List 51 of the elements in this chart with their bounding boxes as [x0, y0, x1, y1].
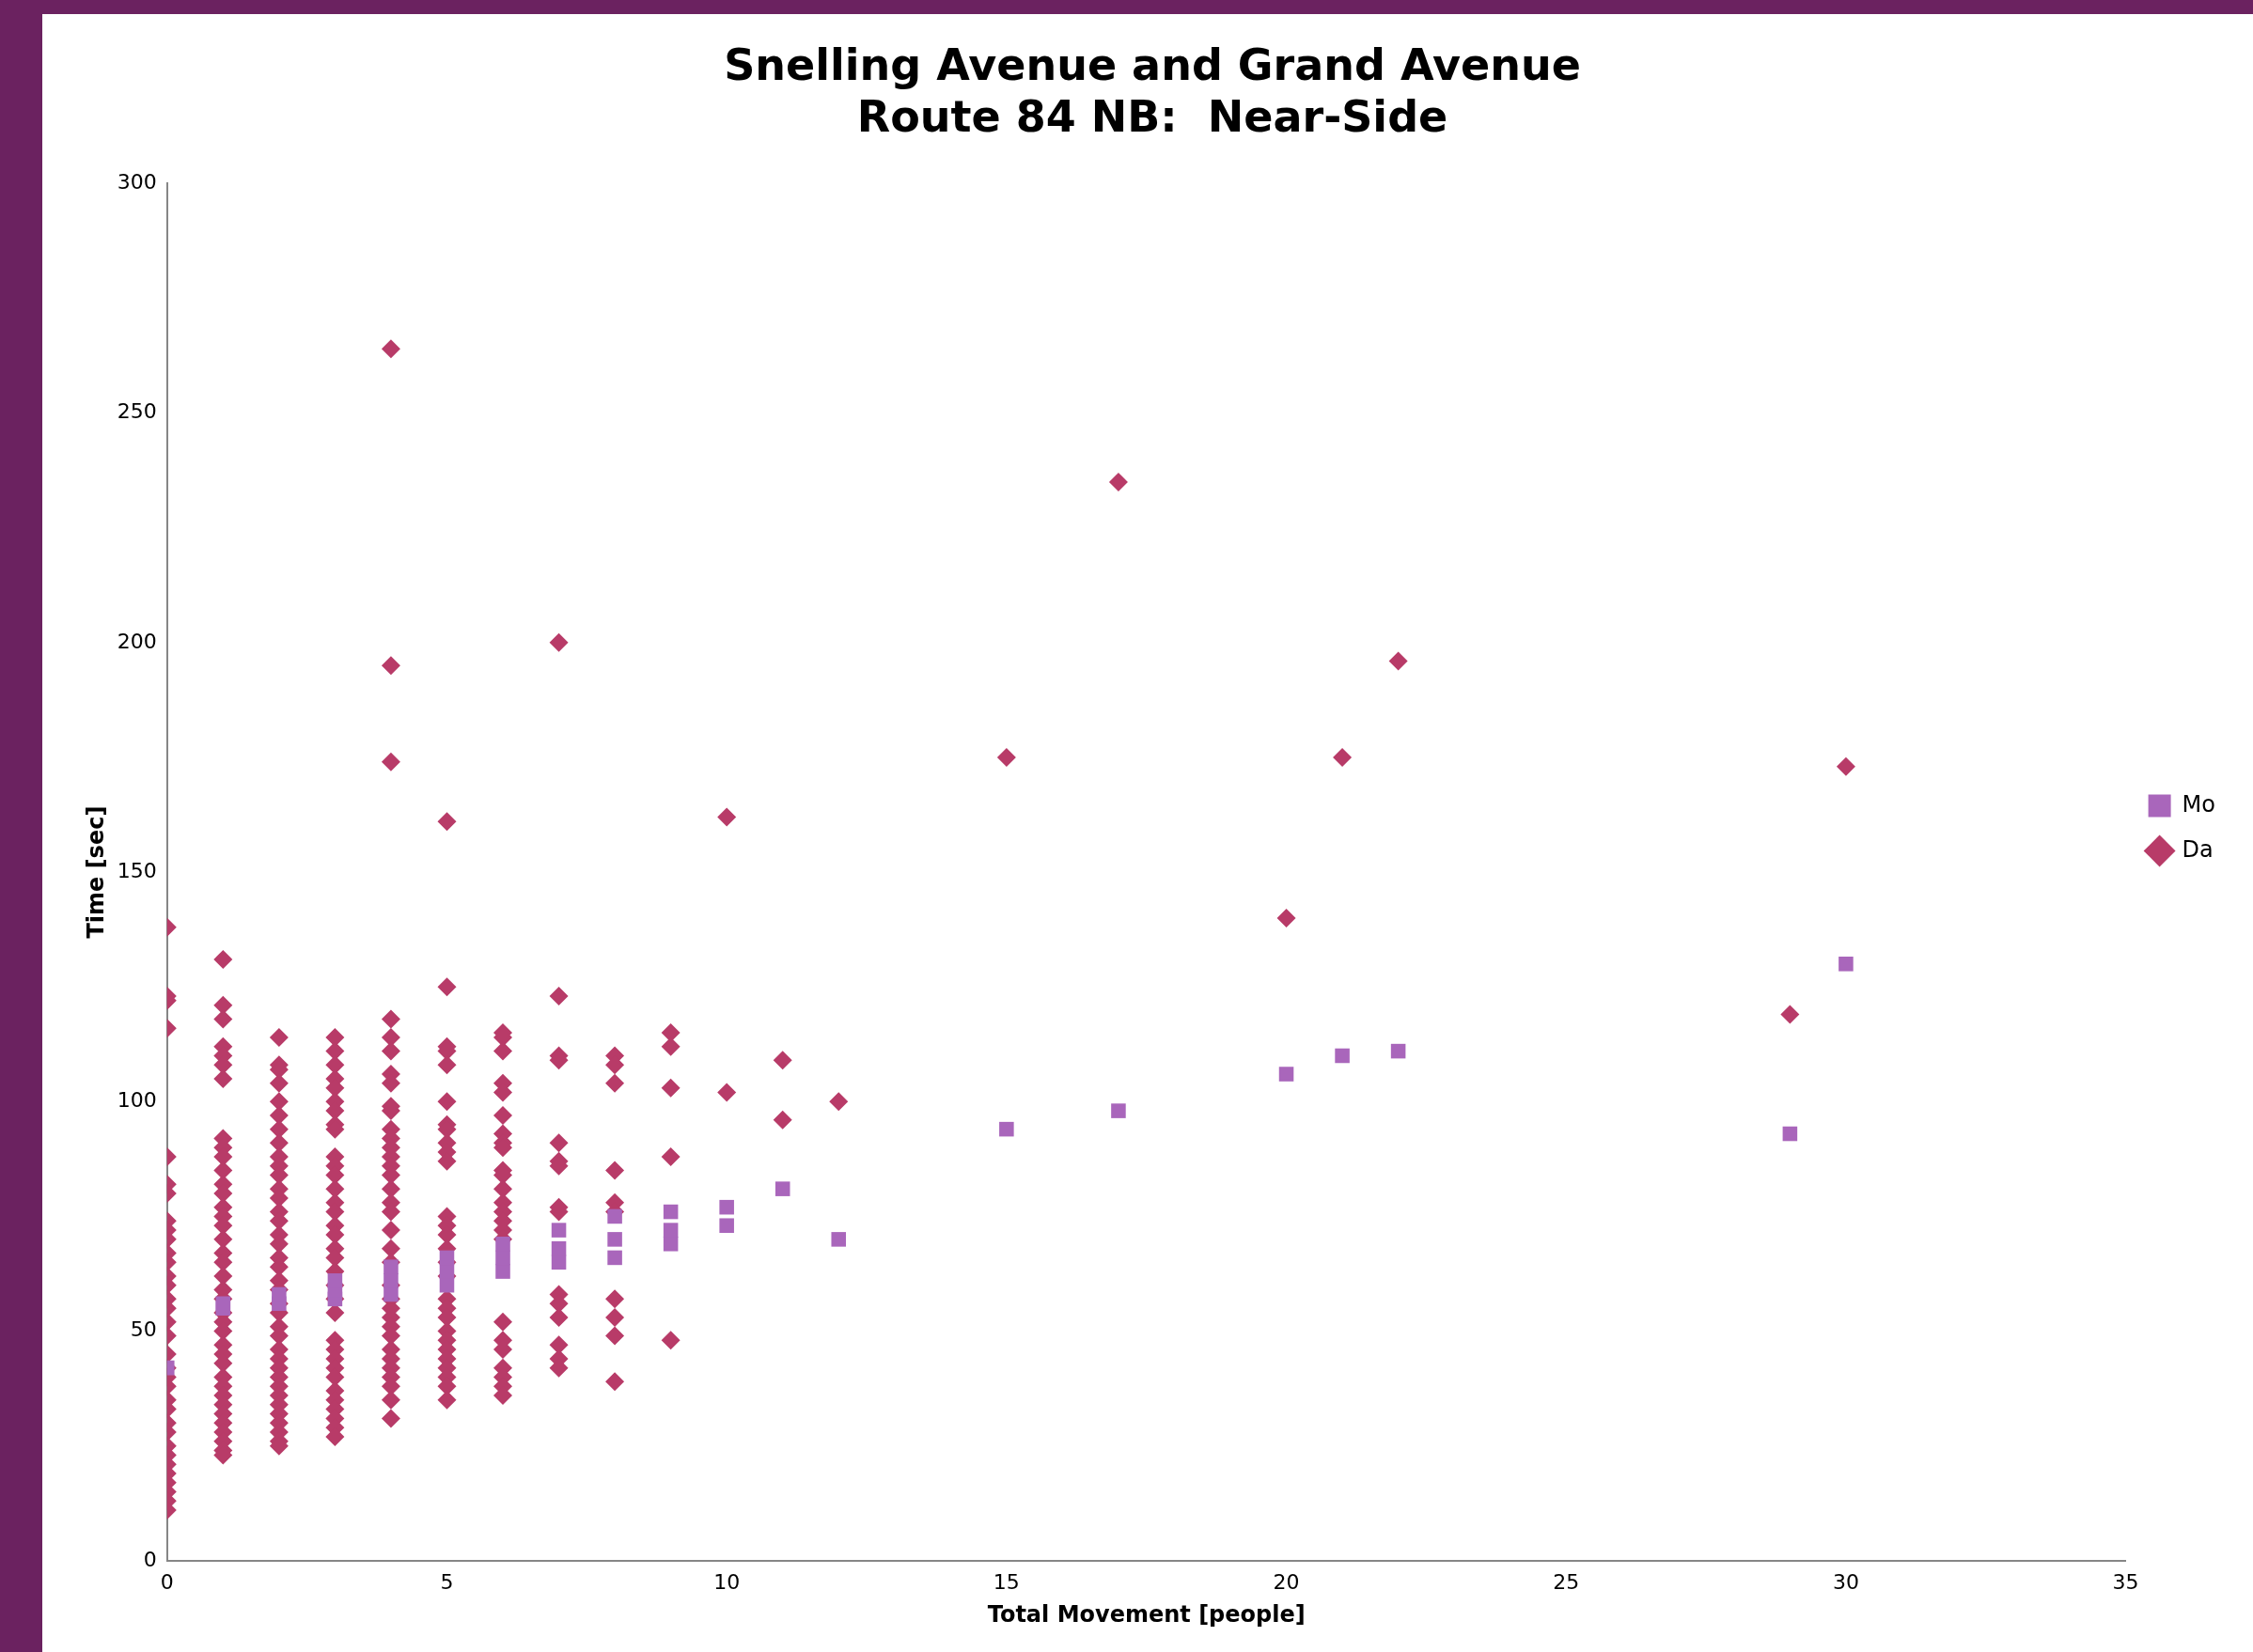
point: [607, 1232, 622, 1247]
point: [272, 1286, 287, 1302]
point: [551, 1255, 567, 1270]
point: [719, 1199, 734, 1215]
point: [1782, 1126, 1798, 1142]
point: [663, 1236, 679, 1252]
chart-title: Snelling Avenue and Grand Avenue Route 84 NB: Near-Side: [724, 39, 1581, 142]
point: [607, 1208, 622, 1224]
y-tick-label: 150: [117, 858, 157, 882]
y-tick-label: 200: [117, 629, 157, 653]
y-tick-label: 100: [117, 1088, 157, 1113]
point: [551, 1223, 567, 1238]
x-tick-label: 20: [1273, 1569, 1300, 1594]
point: [719, 1218, 734, 1233]
point: [439, 1250, 455, 1266]
point: [495, 1236, 510, 1252]
point: [327, 1273, 343, 1288]
x-tick-label: 10: [713, 1569, 741, 1594]
point: [495, 1250, 510, 1266]
x-tick-label: 30: [1832, 1569, 1859, 1594]
x-tick-label: 35: [2112, 1569, 2139, 1594]
legend-label: Mo: [2182, 790, 2215, 818]
point: [1838, 957, 1854, 972]
y-tick-label: 250: [117, 399, 157, 424]
point: [495, 1264, 510, 1279]
y-tick-label: 300: [117, 170, 157, 195]
point: [383, 1273, 399, 1288]
point: [607, 1250, 622, 1266]
point: [774, 1181, 790, 1196]
point: [1111, 1103, 1126, 1118]
point: [663, 1223, 679, 1238]
point: [439, 1264, 455, 1279]
x-tick-label: 15: [993, 1569, 1020, 1594]
point: [1335, 1048, 1350, 1064]
point: [215, 1296, 231, 1312]
point: [999, 1121, 1014, 1137]
x-tick-label: 5: [440, 1569, 454, 1594]
point: [383, 1259, 399, 1274]
y-axis-title: Time [sec]: [82, 805, 109, 939]
point: [1390, 1043, 1406, 1059]
legend-label: Da: [2182, 835, 2214, 863]
x-axis-title: Total Movement [people]: [987, 1600, 1306, 1628]
point: [1278, 1067, 1294, 1082]
point: [551, 1240, 567, 1256]
y-tick-label: 50: [130, 1317, 157, 1342]
x-tick-label: 25: [1553, 1569, 1580, 1594]
y-tick-label: 0: [143, 1547, 157, 1571]
point: [383, 1286, 399, 1302]
point: [663, 1204, 679, 1220]
point: [831, 1232, 847, 1247]
x-tick-label: 0: [160, 1569, 174, 1594]
